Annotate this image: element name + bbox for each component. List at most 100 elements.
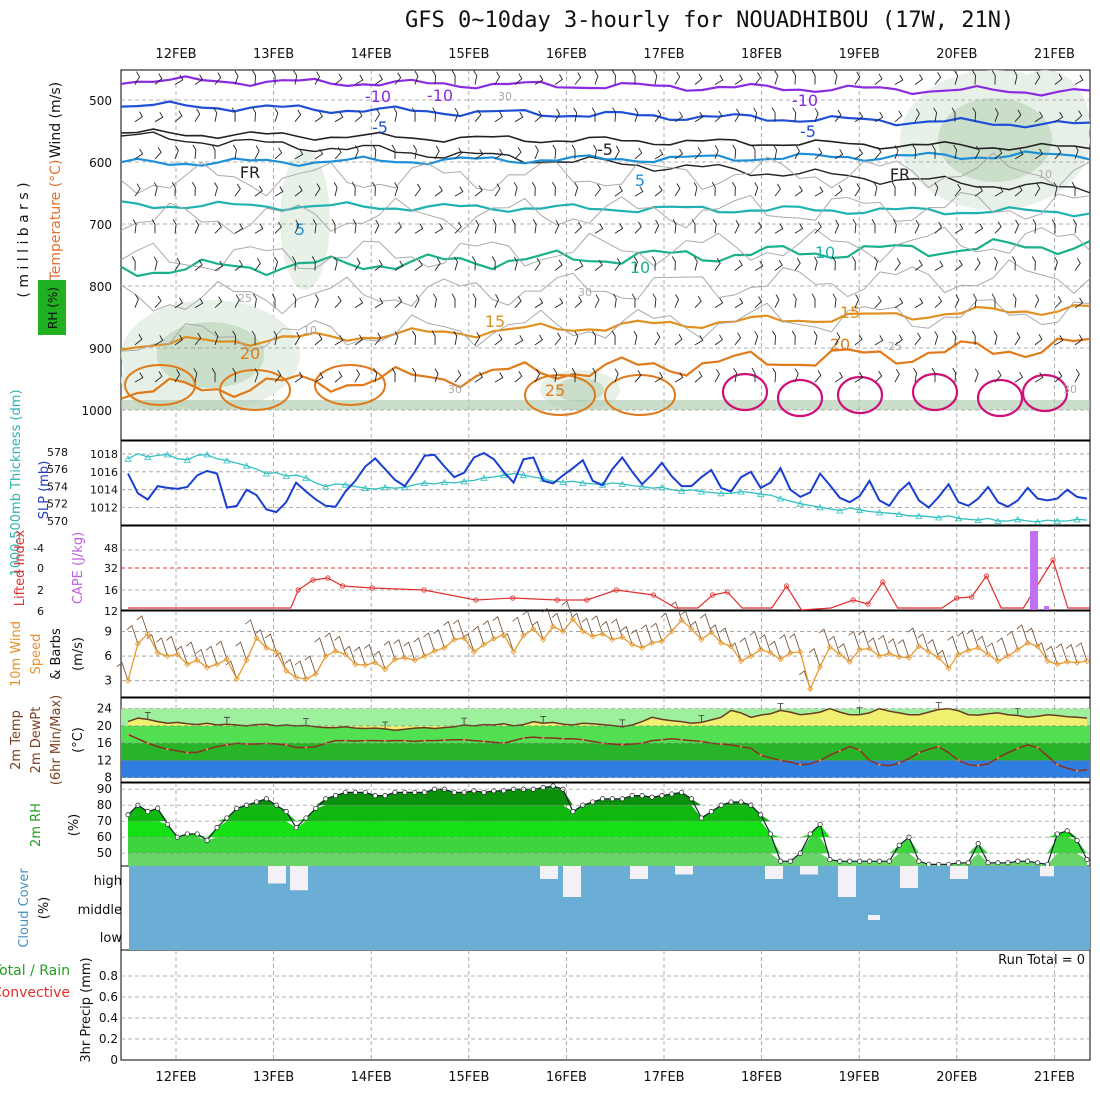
- surface-wind-barb: [116, 662, 129, 681]
- dewpt-marker: [601, 742, 604, 745]
- rh-marker: [886, 858, 892, 864]
- wind-barb: [691, 219, 696, 234]
- surface-wind-barb: [858, 630, 870, 649]
- surface-wind-barb: [769, 640, 781, 660]
- wind-barb: [213, 107, 218, 122]
- wind-barb: [431, 330, 436, 345]
- surface-wind-barb: [413, 637, 425, 657]
- wind-barb: [594, 183, 602, 197]
- dewpt-marker: [1016, 747, 1019, 750]
- rh-marker: [857, 858, 863, 864]
- dewpt-marker: [166, 748, 169, 751]
- wind-barb: [471, 256, 476, 271]
- dewpt-marker: [680, 738, 683, 741]
- surface-wind-barb: [759, 634, 771, 653]
- wind-speed-marker: [767, 649, 774, 656]
- contour-label: 5: [635, 171, 645, 190]
- wind-barb: [391, 367, 396, 383]
- wind-barb: [174, 257, 181, 271]
- pressure-tick-label: 500: [89, 94, 112, 108]
- wind-barb: [614, 145, 620, 160]
- wind-barb: [751, 144, 756, 159]
- wind-barb: [792, 107, 797, 122]
- wind-barb: [254, 185, 263, 197]
- wind-speed-marker: [1054, 661, 1061, 668]
- wind-barb: [474, 149, 484, 160]
- slp-axis-label: SLP (mb): [37, 461, 52, 520]
- wind-barb: [814, 186, 824, 197]
- rh-tick-label: 90: [97, 782, 112, 796]
- top-date-label: 21FEB: [1034, 47, 1075, 62]
- thickness-line-marker: [321, 483, 330, 490]
- rh-marker: [1064, 828, 1070, 834]
- surface-wind-barb: [1075, 642, 1088, 662]
- wind-barb: [1054, 146, 1062, 160]
- wind-barb: [594, 259, 603, 271]
- cloud-gap: [630, 866, 648, 879]
- wind-barb: [674, 333, 683, 346]
- surface-wind-barb: [265, 633, 277, 653]
- wind-barb: [674, 111, 684, 123]
- wind-barb: [192, 144, 197, 159]
- wind-barb: [714, 74, 724, 85]
- cape-bar: [1030, 531, 1038, 610]
- wind-barb: [1054, 73, 1063, 85]
- wind-speed-marker: [787, 649, 794, 656]
- surface-wind-barb: [630, 629, 643, 648]
- thickness-line-marker: [242, 462, 251, 469]
- lifted-index-marker: [1050, 557, 1056, 563]
- wind-barb: [734, 219, 740, 234]
- cloud-gap: [1040, 866, 1054, 877]
- rh-marker: [471, 788, 477, 794]
- wind-speed-marker: [797, 648, 804, 655]
- wind-speed-marker: [124, 677, 132, 684]
- thickness-tick-label: 578: [47, 446, 68, 459]
- wind-barb: [874, 370, 883, 383]
- wind-barb: [374, 332, 382, 346]
- rh-marker: [1025, 858, 1031, 864]
- cloud-gap: [868, 915, 880, 920]
- dewpt-line: [127, 733, 1088, 772]
- wind-barb: [232, 330, 237, 345]
- wind-speed-marker: [678, 616, 685, 623]
- wind-barb: [714, 257, 721, 271]
- rh-marker: [333, 793, 339, 799]
- dewpt-marker: [977, 764, 980, 767]
- surface-wind-barb: [571, 612, 584, 632]
- rh-marker: [1005, 860, 1011, 866]
- rh-shade-surface: [121, 400, 1090, 410]
- wind-barb: [672, 219, 677, 234]
- wind-barb: [972, 70, 976, 85]
- wind-barb: [531, 181, 536, 197]
- lifted-index-line: [128, 558, 1090, 611]
- wind-barb: [474, 331, 481, 346]
- thickness-line-marker: [499, 471, 508, 479]
- wind-barb: [134, 148, 144, 160]
- wind-tick-label: 3: [104, 674, 112, 688]
- thickness-line-marker: [796, 500, 805, 507]
- surface-wind-barb: [947, 635, 959, 655]
- wind-barb: [592, 367, 597, 383]
- isotherm-25-loop: [524, 374, 596, 416]
- wind-speed-marker: [233, 675, 240, 683]
- surface-wind-barb: [739, 637, 752, 657]
- thickness-line-marker: [519, 471, 528, 479]
- surface-wind-barb: [176, 645, 188, 665]
- wind-barb: [494, 71, 501, 85]
- rh-shade-mid: [556, 378, 604, 402]
- contour-label: 30: [448, 383, 462, 396]
- wind-barb: [494, 183, 501, 197]
- wind-speed-marker: [322, 653, 329, 660]
- thickness-line-marker: [440, 478, 449, 485]
- wind-barb: [594, 70, 599, 85]
- surface-wind-barb: [354, 646, 366, 666]
- isotherm-30: [976, 378, 1024, 418]
- wind-barb: [894, 110, 903, 123]
- wind-barb: [594, 223, 604, 234]
- wind-barb: [552, 144, 557, 159]
- rh-legend-swatch: [38, 280, 66, 335]
- rh-fill-band: [128, 786, 1087, 806]
- wind-barb: [594, 294, 600, 308]
- rh-marker: [342, 789, 349, 795]
- wind-speed-marker: [985, 651, 992, 658]
